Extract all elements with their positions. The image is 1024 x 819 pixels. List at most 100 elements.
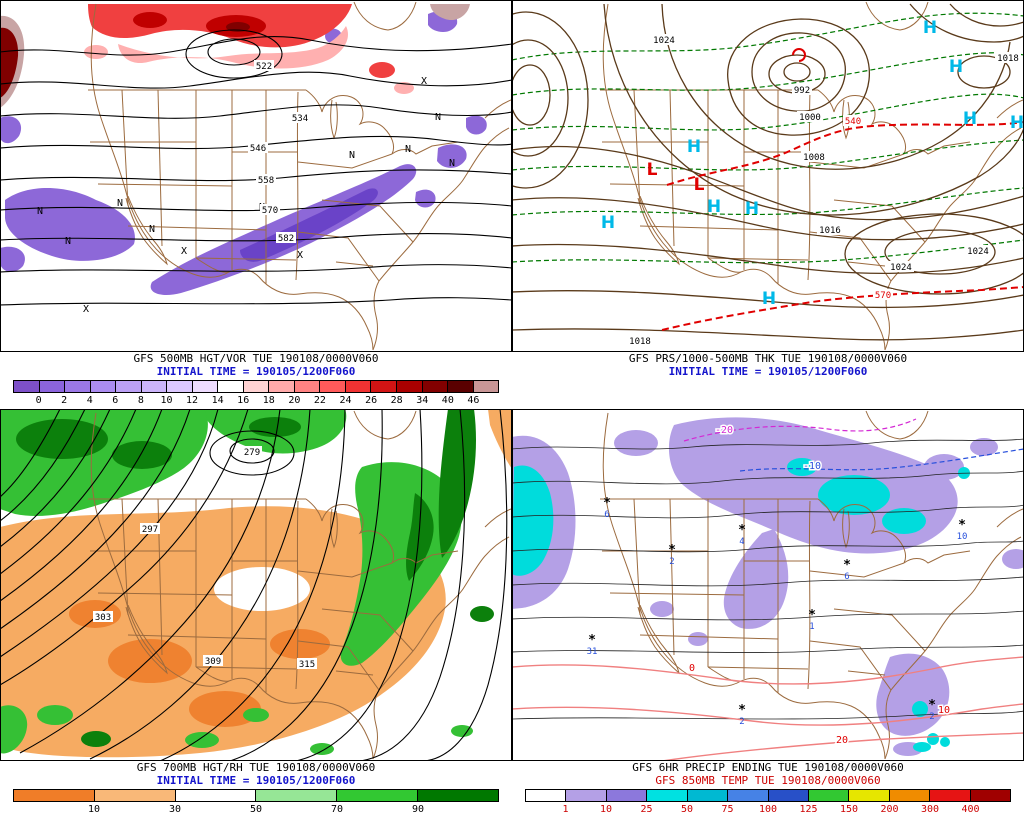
high-symbol: H bbox=[745, 199, 759, 219]
vort-min-symbol: N bbox=[65, 236, 71, 247]
map-mslp-thickness: H H H H H H H H H L L 1024 992 1000 1008 bbox=[512, 0, 1024, 352]
snow-mark: *1 bbox=[808, 608, 816, 632]
pressure-label: 992 bbox=[792, 84, 812, 96]
svg-text:2: 2 bbox=[739, 717, 744, 727]
precip-colorbar: 1 10 25 50 75 100 125 150 200 300 400 bbox=[525, 789, 1011, 815]
panel-mslp-thickness: H H H H H H H H H L L 1024 992 1000 1008 bbox=[512, 0, 1024, 409]
snow-mark: *10 bbox=[957, 518, 968, 542]
svg-text:1000: 1000 bbox=[799, 113, 821, 123]
panel-title-2: GFS 850MB TEMP TUE 190108/0000V060 bbox=[655, 774, 881, 787]
initial-time: INITIAL TIME = 190105/1200F060 bbox=[156, 365, 356, 378]
vort-min-symbol: N bbox=[149, 224, 155, 235]
svg-text:546: 546 bbox=[250, 144, 266, 154]
svg-text:315: 315 bbox=[299, 660, 315, 670]
positive-vorticity-shading bbox=[1, 4, 470, 108]
contour-label: 303 bbox=[93, 611, 113, 623]
contour-label: 546 bbox=[248, 142, 268, 154]
high-symbol: H bbox=[949, 57, 963, 77]
svg-text:309: 309 bbox=[205, 657, 221, 667]
vort-min-symbol: N bbox=[349, 150, 355, 161]
contour-label: 534 bbox=[290, 112, 310, 124]
map-border bbox=[0, 0, 512, 352]
contour-label: 570 bbox=[260, 204, 280, 216]
panel-caption: GFS 500MB HGT/VOR TUE 190108/0000V060 IN… bbox=[0, 352, 512, 406]
critical-thickness-lines-red bbox=[661, 121, 1023, 331]
rh-moist-shading bbox=[1, 410, 494, 755]
snow-precip-marks: *6 *2 *4 *6 *31 *1 *2 *2 *10 bbox=[587, 496, 968, 727]
svg-text:540: 540 bbox=[845, 117, 861, 127]
high-low-symbols: H H H H H H H H H L L bbox=[601, 18, 1024, 309]
svg-text:558: 558 bbox=[258, 176, 274, 186]
vort-max-symbol: X bbox=[181, 246, 187, 257]
isotherm-label: 0 bbox=[689, 663, 695, 674]
panel-precip-850temp: 0 10 20 -10 -20 * 6 * 2 * 4 * 6 * 31 * 1 * 2 * 2… bbox=[512, 409, 1024, 819]
isotherm-label: -10 bbox=[803, 461, 821, 472]
pressure-label: 1024 bbox=[888, 261, 914, 273]
svg-text:*: * bbox=[738, 703, 746, 718]
svg-text:4: 4 bbox=[739, 537, 744, 547]
vort-min-symbol: N bbox=[37, 206, 43, 217]
svg-text:570: 570 bbox=[262, 206, 278, 216]
svg-text:1008: 1008 bbox=[803, 153, 825, 163]
panel-title: GFS 6HR PRECIP ENDING TUE 190108/0000V06… bbox=[632, 761, 904, 774]
map-precip-850temp: 0 10 20 -10 -20 *6 *2 *4 *6 *31 *1 *2 *2… bbox=[512, 409, 1024, 761]
precip-shading bbox=[513, 417, 1023, 756]
initial-time: INITIAL TIME = 190105/1200F060 bbox=[668, 365, 868, 378]
svg-text:*: * bbox=[958, 518, 966, 533]
panel-caption: GFS PRS/1000-500MB THK TUE 190108/0000V0… bbox=[512, 352, 1024, 378]
panel-title: GFS 700MB HGT/RH TUE 190108/0000V060 bbox=[136, 761, 376, 774]
high-symbol: H bbox=[707, 197, 721, 217]
high-symbol: H bbox=[762, 289, 776, 309]
high-symbol: H bbox=[1010, 113, 1024, 133]
high-symbol: H bbox=[601, 213, 615, 233]
pressure-label: 1016 bbox=[817, 224, 843, 236]
panel-caption: GFS 700MB HGT/RH TUE 190108/0000V060 INI… bbox=[0, 761, 512, 815]
panel-500mb-hgt-vor: N N N N N N N N N X X X X 522 534 bbox=[0, 0, 512, 409]
contour-label: 315 bbox=[297, 658, 317, 670]
svg-text:582: 582 bbox=[278, 234, 294, 244]
svg-text:2: 2 bbox=[669, 557, 674, 567]
700mb-height-contours bbox=[1, 410, 508, 760]
vort-min-symbol: N bbox=[435, 112, 441, 123]
snow-mark: *6 bbox=[603, 496, 611, 520]
svg-text:992: 992 bbox=[794, 86, 810, 96]
cold-isotherm-magenta bbox=[683, 418, 917, 442]
contour-label: 309 bbox=[203, 655, 223, 667]
high-symbol: H bbox=[963, 109, 977, 129]
svg-text:522: 522 bbox=[256, 62, 272, 72]
cold-isotherm-blue bbox=[739, 448, 1023, 472]
isotherm-label: 10 bbox=[938, 705, 950, 716]
svg-text:*: * bbox=[588, 633, 596, 648]
svg-text:1: 1 bbox=[809, 622, 814, 632]
svg-text:*: * bbox=[603, 496, 611, 511]
svg-text:10: 10 bbox=[957, 532, 968, 542]
snow-mark: *31 bbox=[587, 633, 598, 657]
isotherm-label: -20 bbox=[715, 425, 733, 436]
svg-text:*: * bbox=[808, 608, 816, 623]
contour-label: 279 bbox=[242, 446, 262, 458]
svg-text:1024: 1024 bbox=[890, 263, 912, 273]
svg-text:303: 303 bbox=[95, 613, 111, 623]
svg-text:*: * bbox=[843, 558, 851, 573]
svg-text:1016: 1016 bbox=[819, 226, 841, 236]
pressure-label: 1008 bbox=[801, 151, 827, 163]
pressure-labels: 1024 992 1000 1008 1016 1024 1024 1018 1… bbox=[627, 34, 1021, 347]
svg-text:297: 297 bbox=[142, 525, 158, 535]
snow-mark: *2 bbox=[738, 703, 746, 727]
vort-max-symbol: X bbox=[421, 76, 427, 87]
thickness-label: 540 bbox=[843, 115, 863, 127]
svg-text:2: 2 bbox=[929, 712, 934, 722]
svg-text:*: * bbox=[738, 523, 746, 538]
pressure-label: 1024 bbox=[651, 34, 677, 46]
svg-text:1024: 1024 bbox=[967, 247, 989, 257]
pressure-label: 1018 bbox=[627, 335, 653, 347]
map-500mb-hgt-vor: N N N N N N N N N X X X X 522 534 bbox=[0, 0, 512, 352]
contour-label: 582 bbox=[276, 232, 296, 244]
map-700mb-hgt-rh: 279 297 303 309 315 bbox=[0, 409, 512, 761]
vorticity-min-max-symbols: N N N N N N N N N X X X X bbox=[37, 76, 455, 315]
svg-text:1018: 1018 bbox=[997, 54, 1019, 64]
850mb-temp-contours bbox=[513, 438, 1023, 720]
svg-text:6: 6 bbox=[844, 572, 849, 582]
height-contour-labels: 279 297 303 309 315 bbox=[93, 446, 317, 670]
svg-text:31: 31 bbox=[587, 647, 598, 657]
